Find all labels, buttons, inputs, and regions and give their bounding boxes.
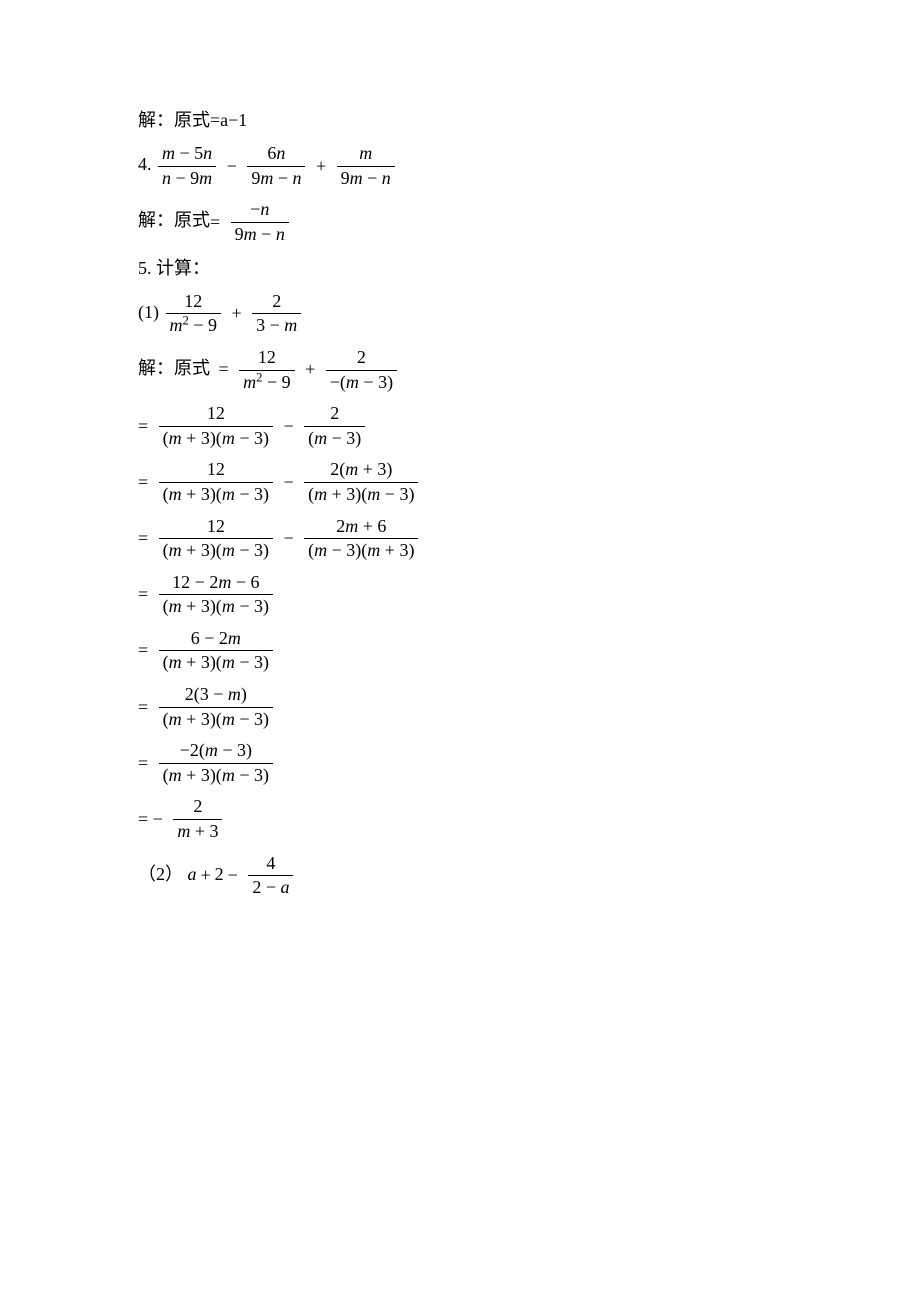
prob4-solution: 解：原式= −n 9m − n xyxy=(138,199,920,245)
prob5-1-step1: = 12 (m + 3)(m − 3) − 2 (m − 3) xyxy=(138,403,920,449)
prob5-1-step8: = − 2 m + 3 xyxy=(138,796,920,842)
prob5-1-step7: = −2(m − 3) (m + 3)(m − 3) xyxy=(138,740,920,786)
prob5-1-step0: 解：原式 = 12 m2 − 9 + 2 −(m − 3) xyxy=(138,347,920,393)
prob3-answer: =a−1 xyxy=(210,110,247,130)
prob5-2-expression: （2） a+2− 4 2 − a xyxy=(138,853,920,899)
prob4-answer-frac: −n 9m − n xyxy=(231,199,289,245)
prob4-expression: 4. m − 5n n − 9m − 6n 9m − n + m 9m − n xyxy=(138,143,920,189)
prob5-1-step6: = 2(3 − m) (m + 3)(m − 3) xyxy=(138,684,920,730)
prob5-1-step3: = 12 (m + 3)(m − 3) − 2m + 6 (m − 3)(m +… xyxy=(138,516,920,562)
prob5-1-frac2: 2 3 − m xyxy=(252,291,301,337)
prob5-1-step4: = 12 − 2m − 6 (m + 3)(m − 3) xyxy=(138,572,920,618)
solution-label: 解：原式 xyxy=(138,110,210,130)
prob5-1-frac1: 12 m2 − 9 xyxy=(166,291,221,337)
solution-label: 解：原式 xyxy=(138,211,210,231)
page: 解：原式=a−1 4. m − 5n n − 9m − 6n 9m − n + … xyxy=(0,0,920,1302)
prob5-1-expression: (1) 12 m2 − 9 + 2 3 − m xyxy=(138,291,920,337)
prob4-frac3: m 9m − n xyxy=(337,143,395,189)
prob4-label: 4. xyxy=(138,154,152,174)
prob5-1-step2: = 12 (m + 3)(m − 3) − 2(m + 3) (m + 3)(m… xyxy=(138,459,920,505)
prob5-1-step5: = 6 − 2m (m + 3)(m − 3) xyxy=(138,628,920,674)
prob5-heading: 5. 计算： xyxy=(138,256,920,281)
prob3-solution: 解：原式=a−1 xyxy=(138,108,920,133)
prob4-frac2: 6n 9m − n xyxy=(247,143,305,189)
prob4-frac1: m − 5n n − 9m xyxy=(158,143,216,189)
